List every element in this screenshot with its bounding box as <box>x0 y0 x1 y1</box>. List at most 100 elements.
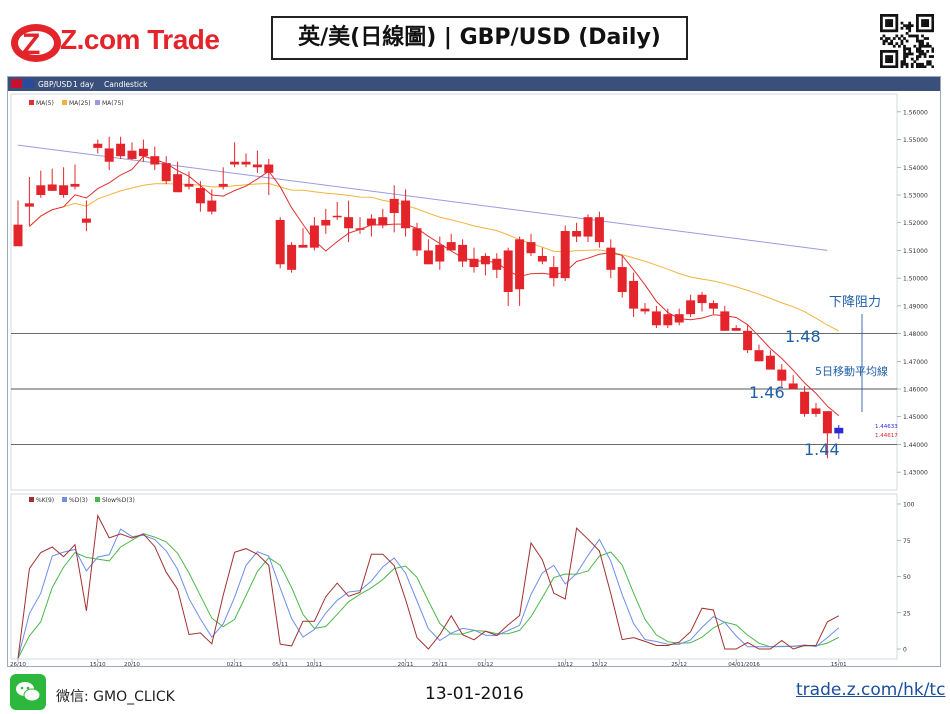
price-tick-label: 1.51000 <box>903 248 928 255</box>
candle-body <box>822 411 832 434</box>
date-tick-label: 15/12 <box>591 662 607 667</box>
candle-body <box>480 255 490 265</box>
page-title: 英/美(日線圖) | GBP/USD (Daily) <box>271 16 688 60</box>
candle-body <box>138 148 148 157</box>
candle-body <box>218 183 228 187</box>
osc-tick-label: 0 <box>903 647 907 654</box>
candle-body <box>70 183 80 187</box>
report-date: 13-01-2016 <box>425 684 524 704</box>
osc-legend-label: %D(3) <box>69 497 88 504</box>
candle-body <box>720 311 730 331</box>
candle-body <box>366 218 376 226</box>
candle-body <box>252 164 262 168</box>
chart-toolbar <box>8 77 940 91</box>
candle-body <box>195 188 205 204</box>
level-1-44-label: 1.44 <box>804 440 840 459</box>
ma5-label: 5日移動平均線 <box>815 364 888 378</box>
candle-body <box>116 143 126 157</box>
date-tick-label: 05/11 <box>272 662 288 667</box>
candle-body <box>640 308 650 312</box>
candle-body <box>674 314 684 323</box>
candle-body <box>24 203 34 207</box>
candle-body <box>651 311 661 326</box>
svg-text:Z: Z <box>22 28 40 61</box>
candle-body <box>435 244 445 262</box>
candle-body <box>401 200 411 229</box>
candle-body <box>446 242 456 251</box>
candle-body <box>788 383 798 389</box>
legend-swatch <box>95 100 100 105</box>
candle-body <box>503 250 513 292</box>
candle-body <box>344 217 354 229</box>
price-tick-label: 1.49000 <box>903 303 928 310</box>
date-tick-label: 02/11 <box>227 662 243 667</box>
website-link[interactable]: trade.z.com/hk/tc <box>796 680 946 700</box>
candle-body <box>207 200 217 212</box>
candle-body <box>777 369 787 381</box>
slow-d-line <box>17 533 840 659</box>
candle-body <box>36 185 46 195</box>
us-flag-icon <box>23 79 34 88</box>
price-tick-label: 1.50000 <box>903 276 928 283</box>
qr-code-icon <box>880 14 934 68</box>
price-tick-label: 1.43000 <box>903 470 928 477</box>
candle-body <box>617 267 627 292</box>
legend-swatch <box>29 100 34 105</box>
candle-body <box>150 156 160 165</box>
ma5-line <box>29 155 840 416</box>
osc-tick-label: 75 <box>903 538 911 545</box>
price-tick-label: 1.48000 <box>903 331 928 338</box>
candle-body <box>515 239 525 290</box>
candle-body <box>458 244 468 262</box>
candle-body <box>811 408 821 414</box>
date-tick-label: 10/12 <box>557 662 573 667</box>
price-tick-label: 1.53000 <box>903 193 928 200</box>
candle-body <box>800 391 810 414</box>
osc-legend-swatch <box>29 497 34 502</box>
candle-body <box>469 258 479 268</box>
price-tick-label: 1.52000 <box>903 220 928 227</box>
candle-body <box>743 330 753 351</box>
date-tick-label: 26/10 <box>10 662 26 667</box>
candle-body <box>161 163 171 182</box>
wechat-id: 微信: GMO_CLICK <box>56 689 175 705</box>
candle-body <box>594 217 604 243</box>
candle-body <box>378 217 388 226</box>
candle-body <box>287 244 297 270</box>
date-tick-label: 25/11 <box>432 662 448 667</box>
brand-name: Z.com Trade <box>60 24 220 55</box>
osc-legend-label: %K(9) <box>36 497 54 504</box>
candle-body <box>754 350 764 362</box>
osc-legend-swatch <box>62 497 67 502</box>
candle-body <box>230 161 240 165</box>
k-line <box>17 513 840 659</box>
date-tick-label: 15/10 <box>90 662 106 667</box>
candle-body <box>309 225 319 248</box>
candle-body <box>321 219 331 226</box>
candle-body <box>606 247 616 270</box>
level-1-46-label: 1.46 <box>749 383 785 402</box>
candle-body <box>686 300 696 315</box>
zcom-logo: Z <box>11 24 61 62</box>
candle-body <box>583 217 593 237</box>
candle-body <box>731 328 741 331</box>
date-tick-label: 10/11 <box>306 662 322 667</box>
osc-legend-swatch <box>95 497 100 502</box>
date-tick-label: 01/12 <box>477 662 493 667</box>
candle-body <box>93 143 103 148</box>
price-tick-label: 1.55000 <box>903 137 928 144</box>
candle-body <box>560 231 570 279</box>
toolbar-period: 1 day <box>73 80 95 89</box>
candle-body <box>298 244 308 248</box>
candle-body <box>492 258 502 270</box>
candle-body <box>81 218 91 223</box>
current-ask-label: 1.44617 <box>875 433 898 439</box>
price-tick-label: 1.44000 <box>903 442 928 449</box>
candle-body <box>355 228 365 230</box>
date-tick-label: 25/12 <box>671 662 687 667</box>
legend-label: MA(5) <box>36 100 54 107</box>
candle-body <box>59 185 69 195</box>
price-panel-border <box>10 93 898 491</box>
candle-body <box>549 267 559 279</box>
osc-legend-label: Slow%D(3) <box>102 497 135 504</box>
